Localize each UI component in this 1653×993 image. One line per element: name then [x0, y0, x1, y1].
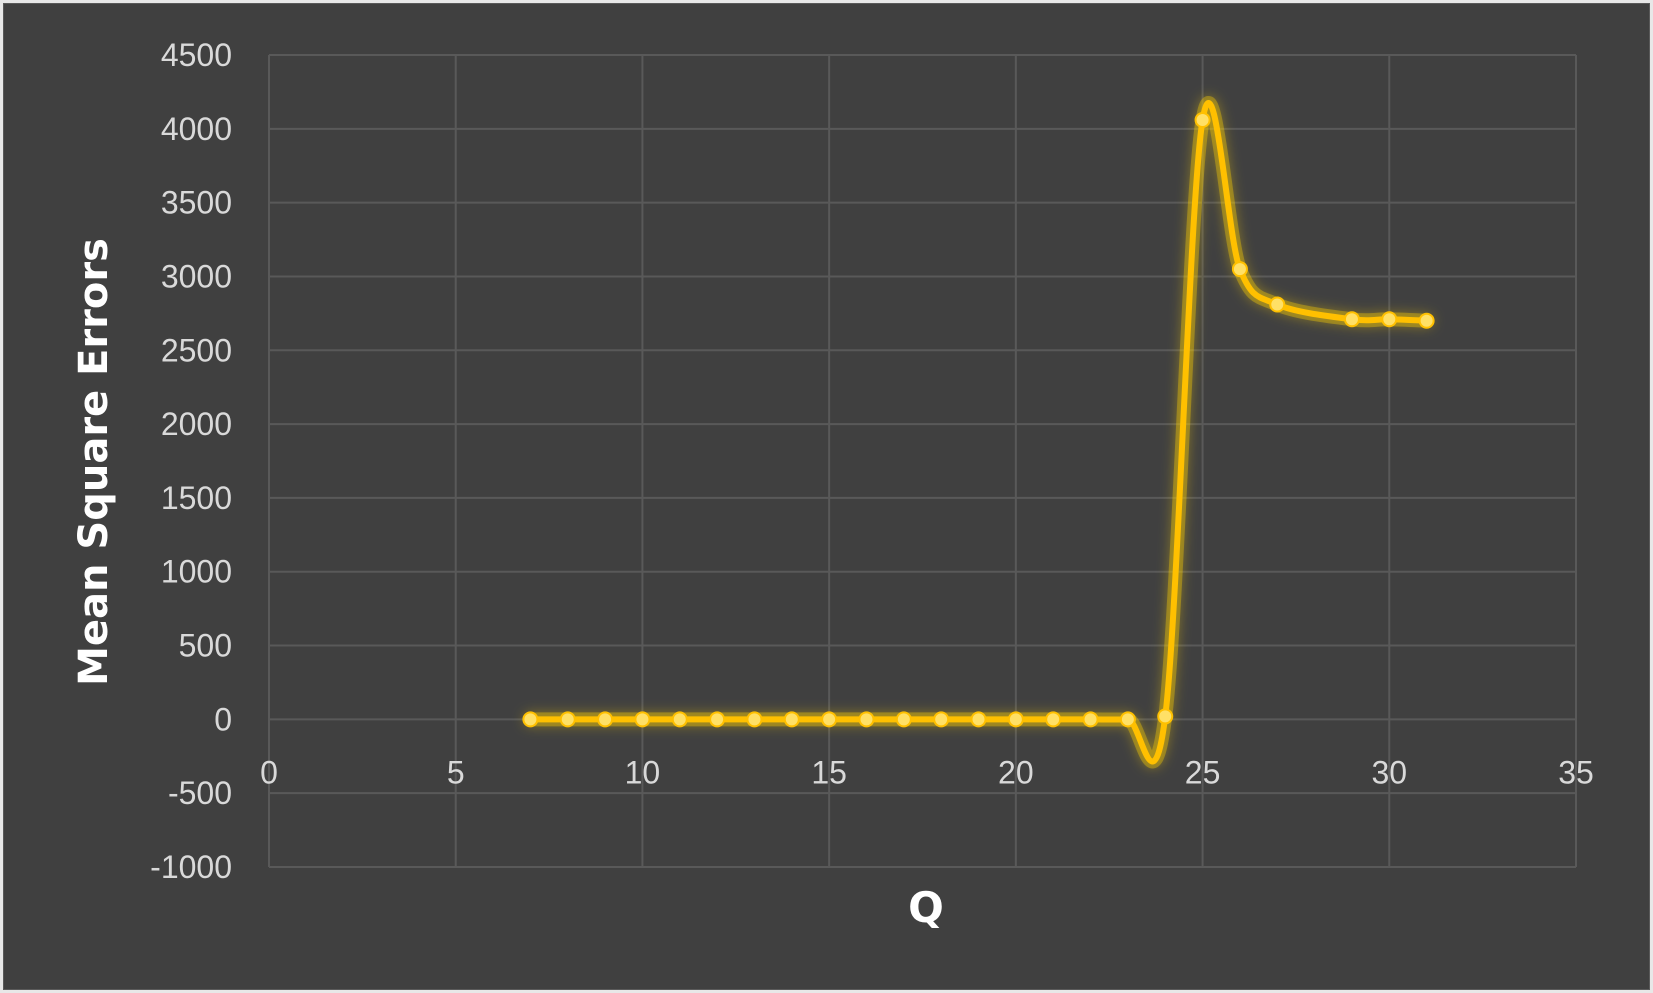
y-tick-label: -500: [168, 775, 232, 811]
x-tick-label: 35: [1558, 754, 1594, 790]
data-point: [970, 711, 987, 728]
y-tick-label: 3500: [161, 185, 232, 221]
x-axis-title: Q: [908, 883, 944, 932]
chart-frame: 0 5 10 15 20 25 30 35 -1000 -500 0 500 1000 1500 2000…: [3, 3, 1650, 990]
data-point: [933, 711, 950, 728]
data-point: [597, 711, 614, 728]
data-point: [1343, 311, 1360, 328]
data-point: [1007, 711, 1024, 728]
data-points: [522, 111, 1435, 728]
data-point: [522, 711, 539, 728]
data-point: [1157, 708, 1174, 725]
data-point: [821, 711, 838, 728]
data-point: [858, 711, 875, 728]
y-tick-label: -1000: [150, 849, 232, 885]
data-point: [671, 711, 688, 728]
data-point: [1194, 111, 1211, 128]
data-point: [1269, 296, 1286, 313]
y-tick-label: 1500: [161, 480, 232, 516]
y-tick-label: 500: [179, 628, 232, 664]
chart-svg: 0 5 10 15 20 25 30 35 -1000 -500 0 500 1000 1500 2000…: [71, 37, 1594, 932]
x-tick-label: 10: [625, 754, 661, 790]
y-tick-label: 1000: [161, 554, 232, 590]
data-point: [1119, 711, 1136, 728]
data-point: [895, 711, 912, 728]
y-tick-labels: -1000 -500 0 500 1000 1500 2000 2500 3000 3500 400…: [150, 37, 232, 885]
y-tick-label: 2500: [161, 332, 232, 368]
data-point: [746, 711, 763, 728]
y-tick-label: 0: [214, 701, 232, 737]
data-point: [783, 711, 800, 728]
x-tick-label: 20: [998, 754, 1034, 790]
y-axis-title: Mean Square Errors: [71, 238, 117, 686]
data-point: [559, 711, 576, 728]
x-tick-labels: 0 5 10 15 20 25 30 35: [260, 754, 1594, 790]
gridlines: [268, 54, 1577, 868]
data-point: [1082, 711, 1099, 728]
y-tick-label: 4500: [161, 37, 232, 73]
x-tick-label: 15: [811, 754, 847, 790]
data-point: [1381, 311, 1398, 328]
data-point: [709, 711, 726, 728]
data-point: [1231, 261, 1248, 278]
x-tick-label: 5: [447, 754, 465, 790]
data-point: [634, 711, 651, 728]
x-tick-label: 0: [260, 754, 278, 790]
y-tick-label: 2000: [161, 406, 232, 442]
y-tick-label: 3000: [161, 258, 232, 294]
x-tick-label: 30: [1371, 754, 1407, 790]
data-point: [1418, 312, 1435, 329]
x-tick-label: 25: [1185, 754, 1221, 790]
data-point: [1045, 711, 1062, 728]
y-tick-label: 4000: [161, 111, 232, 147]
